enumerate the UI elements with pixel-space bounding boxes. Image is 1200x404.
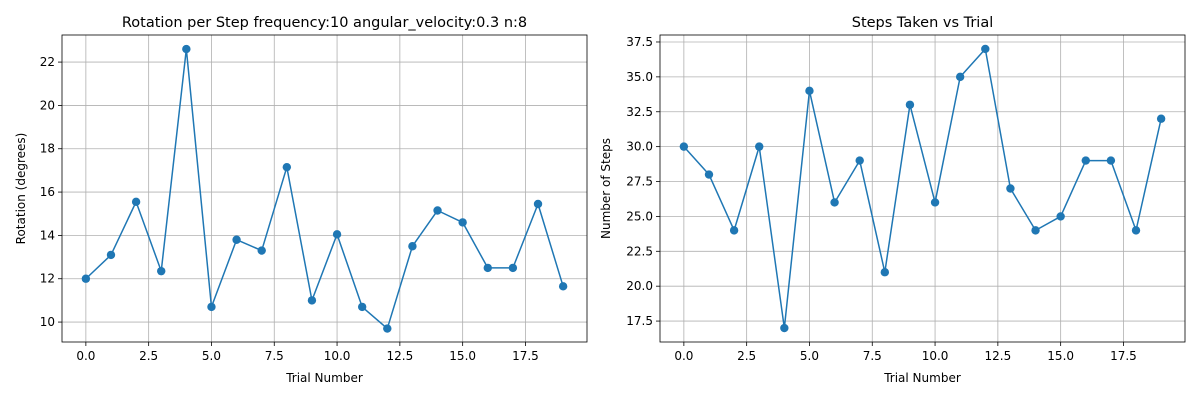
data-point: [433, 206, 442, 215]
y-tick-label: 32.5: [626, 105, 653, 119]
x-tick-label: 10.0: [922, 349, 949, 363]
data-point: [930, 198, 940, 207]
data-point: [106, 250, 116, 260]
ticks: 0.0 2.5 5.0 7.5 10.0 12.5 15.0 17.5 17.5 20.0 22.5…: [626, 35, 1137, 363]
x-tick-label: 2.5: [737, 349, 756, 363]
data-point: [1131, 226, 1141, 235]
data-point: [558, 282, 568, 291]
y-tick-label: 10: [40, 315, 55, 329]
data-point: [805, 86, 814, 96]
data-point: [131, 197, 141, 207]
data-point: [755, 142, 764, 151]
chart-2: 0.0 2.5 5.0 7.5 10.0 12.5 15.0 17.5 17.5 20.0 22.5…: [599, 15, 1186, 385]
x-tick-label: 0.0: [76, 349, 95, 363]
data-point: [955, 72, 965, 82]
series-markers: [679, 44, 1166, 333]
data-point: [81, 274, 91, 283]
data-point: [981, 44, 990, 54]
x-tick-label: 12.5: [386, 349, 413, 363]
data-point: [207, 302, 216, 312]
axes-frame: [61, 34, 588, 343]
data-point: [1031, 226, 1040, 235]
x-tick-label: 15.0: [1047, 349, 1074, 363]
data-point: [780, 323, 789, 333]
x-tick-label: 17.5: [512, 349, 539, 363]
data-point: [1106, 156, 1116, 165]
axes-frame: [659, 34, 1186, 343]
y-tick-label: 17.5: [626, 314, 653, 328]
x-axis-label: Trial Number: [285, 371, 363, 385]
x-tick-label: 17.5: [1110, 349, 1137, 363]
y-tick-label: 16: [40, 185, 55, 199]
series-markers: [81, 44, 568, 333]
data-point: [307, 296, 317, 305]
y-tick-label: 30.0: [626, 140, 653, 154]
data-point: [830, 198, 839, 207]
data-point: [383, 324, 392, 333]
y-tick-label: 22.5: [626, 244, 653, 258]
x-tick-label: 5.0: [800, 349, 819, 363]
data-point: [232, 235, 241, 244]
y-tick-label: 14: [40, 228, 55, 242]
x-axis-label: Trial Number: [883, 371, 961, 385]
grid: [62, 35, 587, 342]
x-tick-label: 12.5: [984, 349, 1011, 363]
ticks: 0.0 2.5 5.0 7.5 10.0 12.5 15.0 17.5 10 12 14 16 18 20…: [40, 55, 539, 363]
x-tick-label: 0.0: [674, 349, 693, 363]
data-point: [257, 246, 266, 255]
data-point: [679, 142, 689, 151]
data-point: [157, 266, 166, 276]
data-point: [483, 263, 492, 273]
y-tick-label: 25.0: [626, 209, 653, 223]
data-point: [1056, 212, 1065, 221]
data-point: [905, 100, 915, 109]
y-tick-label: 20: [40, 98, 55, 112]
y-tick-label: 37.5: [626, 35, 653, 49]
data-point: [1006, 184, 1015, 193]
x-tick-label: 7.5: [863, 349, 882, 363]
chart-1: 0.0 2.5 5.0 7.5 10.0 12.5 15.0 17.5 10 12 14 16 18 20…: [14, 15, 588, 385]
data-point: [729, 226, 739, 235]
data-point: [880, 268, 890, 277]
y-tick-label: 20.0: [626, 279, 653, 293]
data-point: [855, 156, 864, 165]
data-point: [704, 170, 714, 179]
data-point: [282, 162, 292, 172]
data-point: [533, 199, 543, 209]
y-tick-label: 35.0: [626, 70, 653, 84]
data-point: [1156, 114, 1166, 123]
x-tick-label: 5.0: [202, 349, 221, 363]
data-point: [458, 218, 467, 227]
x-tick-label: 2.5: [139, 349, 158, 363]
y-tick-label: 12: [40, 272, 55, 286]
y-axis-label: Number of Steps: [599, 138, 613, 239]
data-point: [182, 44, 191, 54]
data-point: [1081, 156, 1090, 165]
y-tick-label: 27.5: [626, 175, 653, 189]
x-tick-label: 10.0: [324, 349, 351, 363]
grid: [660, 35, 1185, 342]
y-tick-label: 22: [40, 55, 55, 69]
chart-title: Rotation per Step frequency:10 angular_v…: [122, 15, 527, 31]
data-point: [508, 263, 518, 273]
x-tick-label: 7.5: [265, 349, 284, 363]
data-point: [332, 230, 342, 239]
x-tick-label: 15.0: [449, 349, 476, 363]
data-point: [408, 242, 417, 251]
data-point: [357, 302, 367, 312]
chart-title: Steps Taken vs Trial: [852, 15, 994, 31]
series-line: [683, 48, 1162, 329]
series-line: [85, 48, 564, 330]
y-axis-label: Rotation (degrees): [14, 133, 28, 245]
y-tick-label: 18: [40, 142, 55, 156]
